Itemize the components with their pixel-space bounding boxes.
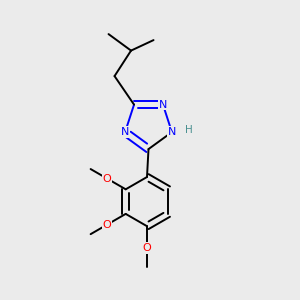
- Text: N: N: [121, 127, 129, 137]
- Text: H: H: [185, 125, 193, 135]
- Text: O: O: [142, 243, 152, 253]
- Text: N: N: [159, 100, 167, 110]
- Text: O: O: [103, 173, 111, 184]
- Text: O: O: [103, 220, 111, 230]
- Text: N: N: [168, 127, 176, 137]
